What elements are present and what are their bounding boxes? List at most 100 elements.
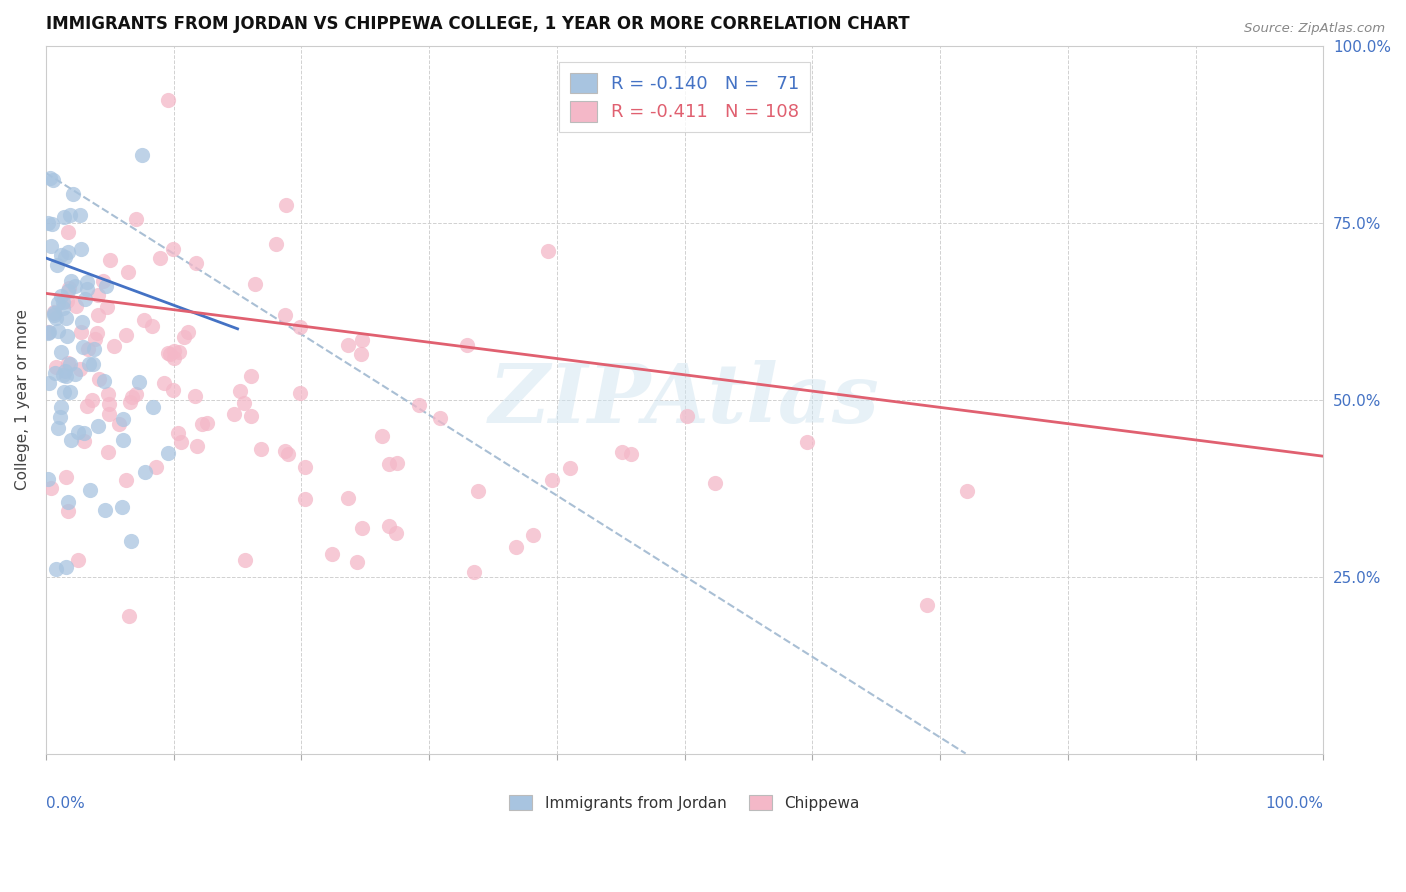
Point [240,409,263,423]
Text: Source: ZipAtlas.com: Source: ZipAtlas.com [1244,22,1385,36]
Point [44,366,66,380]
Point [41,481,63,495]
Point [132,313,155,327]
Point [56,225,79,239]
Point [45,359,67,374]
Point [162,242,184,256]
Point [456,338,478,352]
Point [177,325,200,339]
Point [75,292,97,306]
Point [429,411,451,425]
Point [704,475,727,490]
Point [42,173,65,187]
Point [55,560,77,574]
Point [620,447,643,461]
Point [350,347,373,361]
Point [184,255,207,269]
Point [72,340,94,354]
Point [65,279,87,293]
Point [91,274,114,288]
Point [145,459,167,474]
Point [59,208,82,222]
Point [62,186,84,201]
Point [73,426,96,441]
Point [121,390,143,404]
Point [233,396,256,410]
Point [76,399,98,413]
Point [76,282,98,296]
Point [156,446,179,460]
Point [294,491,316,506]
Point [51,289,73,303]
Point [42,306,65,320]
Point [371,428,394,442]
Text: ZIPAtlas: ZIPAtlas [489,359,880,440]
Point [44,308,66,322]
Point [167,345,190,359]
Point [96,278,118,293]
Point [77,357,100,371]
Point [98,397,121,411]
Point [162,351,184,366]
Point [336,491,359,505]
Point [46,295,69,310]
Point [53,364,76,378]
Point [59,384,82,399]
Point [45,258,67,272]
Point [96,300,118,314]
Point [142,400,165,414]
Point [676,409,699,423]
Point [56,244,79,259]
Point [467,484,489,499]
Point [67,553,90,567]
Point [53,250,76,264]
Point [56,495,79,509]
Point [159,347,181,361]
Point [384,526,406,541]
Point [224,407,246,421]
Text: 100.0%: 100.0% [1265,796,1323,811]
Point [249,442,271,457]
Point [157,94,180,108]
Point [55,329,77,343]
Point [55,310,77,325]
Point [37,376,59,391]
Point [541,473,564,487]
Point [336,338,359,352]
Point [98,252,121,267]
Point [70,242,93,256]
Point [125,211,148,226]
Point [87,372,110,386]
Point [245,277,267,291]
Point [173,330,195,344]
Point [796,434,818,449]
Point [55,470,77,484]
Point [65,299,87,313]
Point [170,434,193,449]
Point [49,409,72,424]
Point [49,248,72,262]
Point [83,332,105,346]
Point [79,483,101,497]
Point [69,326,91,340]
Point [59,433,82,447]
Point [186,440,208,454]
Point [45,562,67,576]
Point [69,362,91,376]
Point [87,288,110,302]
Point [264,236,287,251]
Point [149,251,172,265]
Point [134,466,156,480]
Point [350,333,373,347]
Point [42,305,65,319]
Point [58,504,80,518]
Point [72,315,94,329]
Point [37,325,59,339]
Point [58,281,80,295]
Point [505,540,527,554]
Point [377,519,399,533]
Point [86,326,108,340]
Point [273,308,295,322]
Point [346,555,368,569]
Point [76,342,98,356]
